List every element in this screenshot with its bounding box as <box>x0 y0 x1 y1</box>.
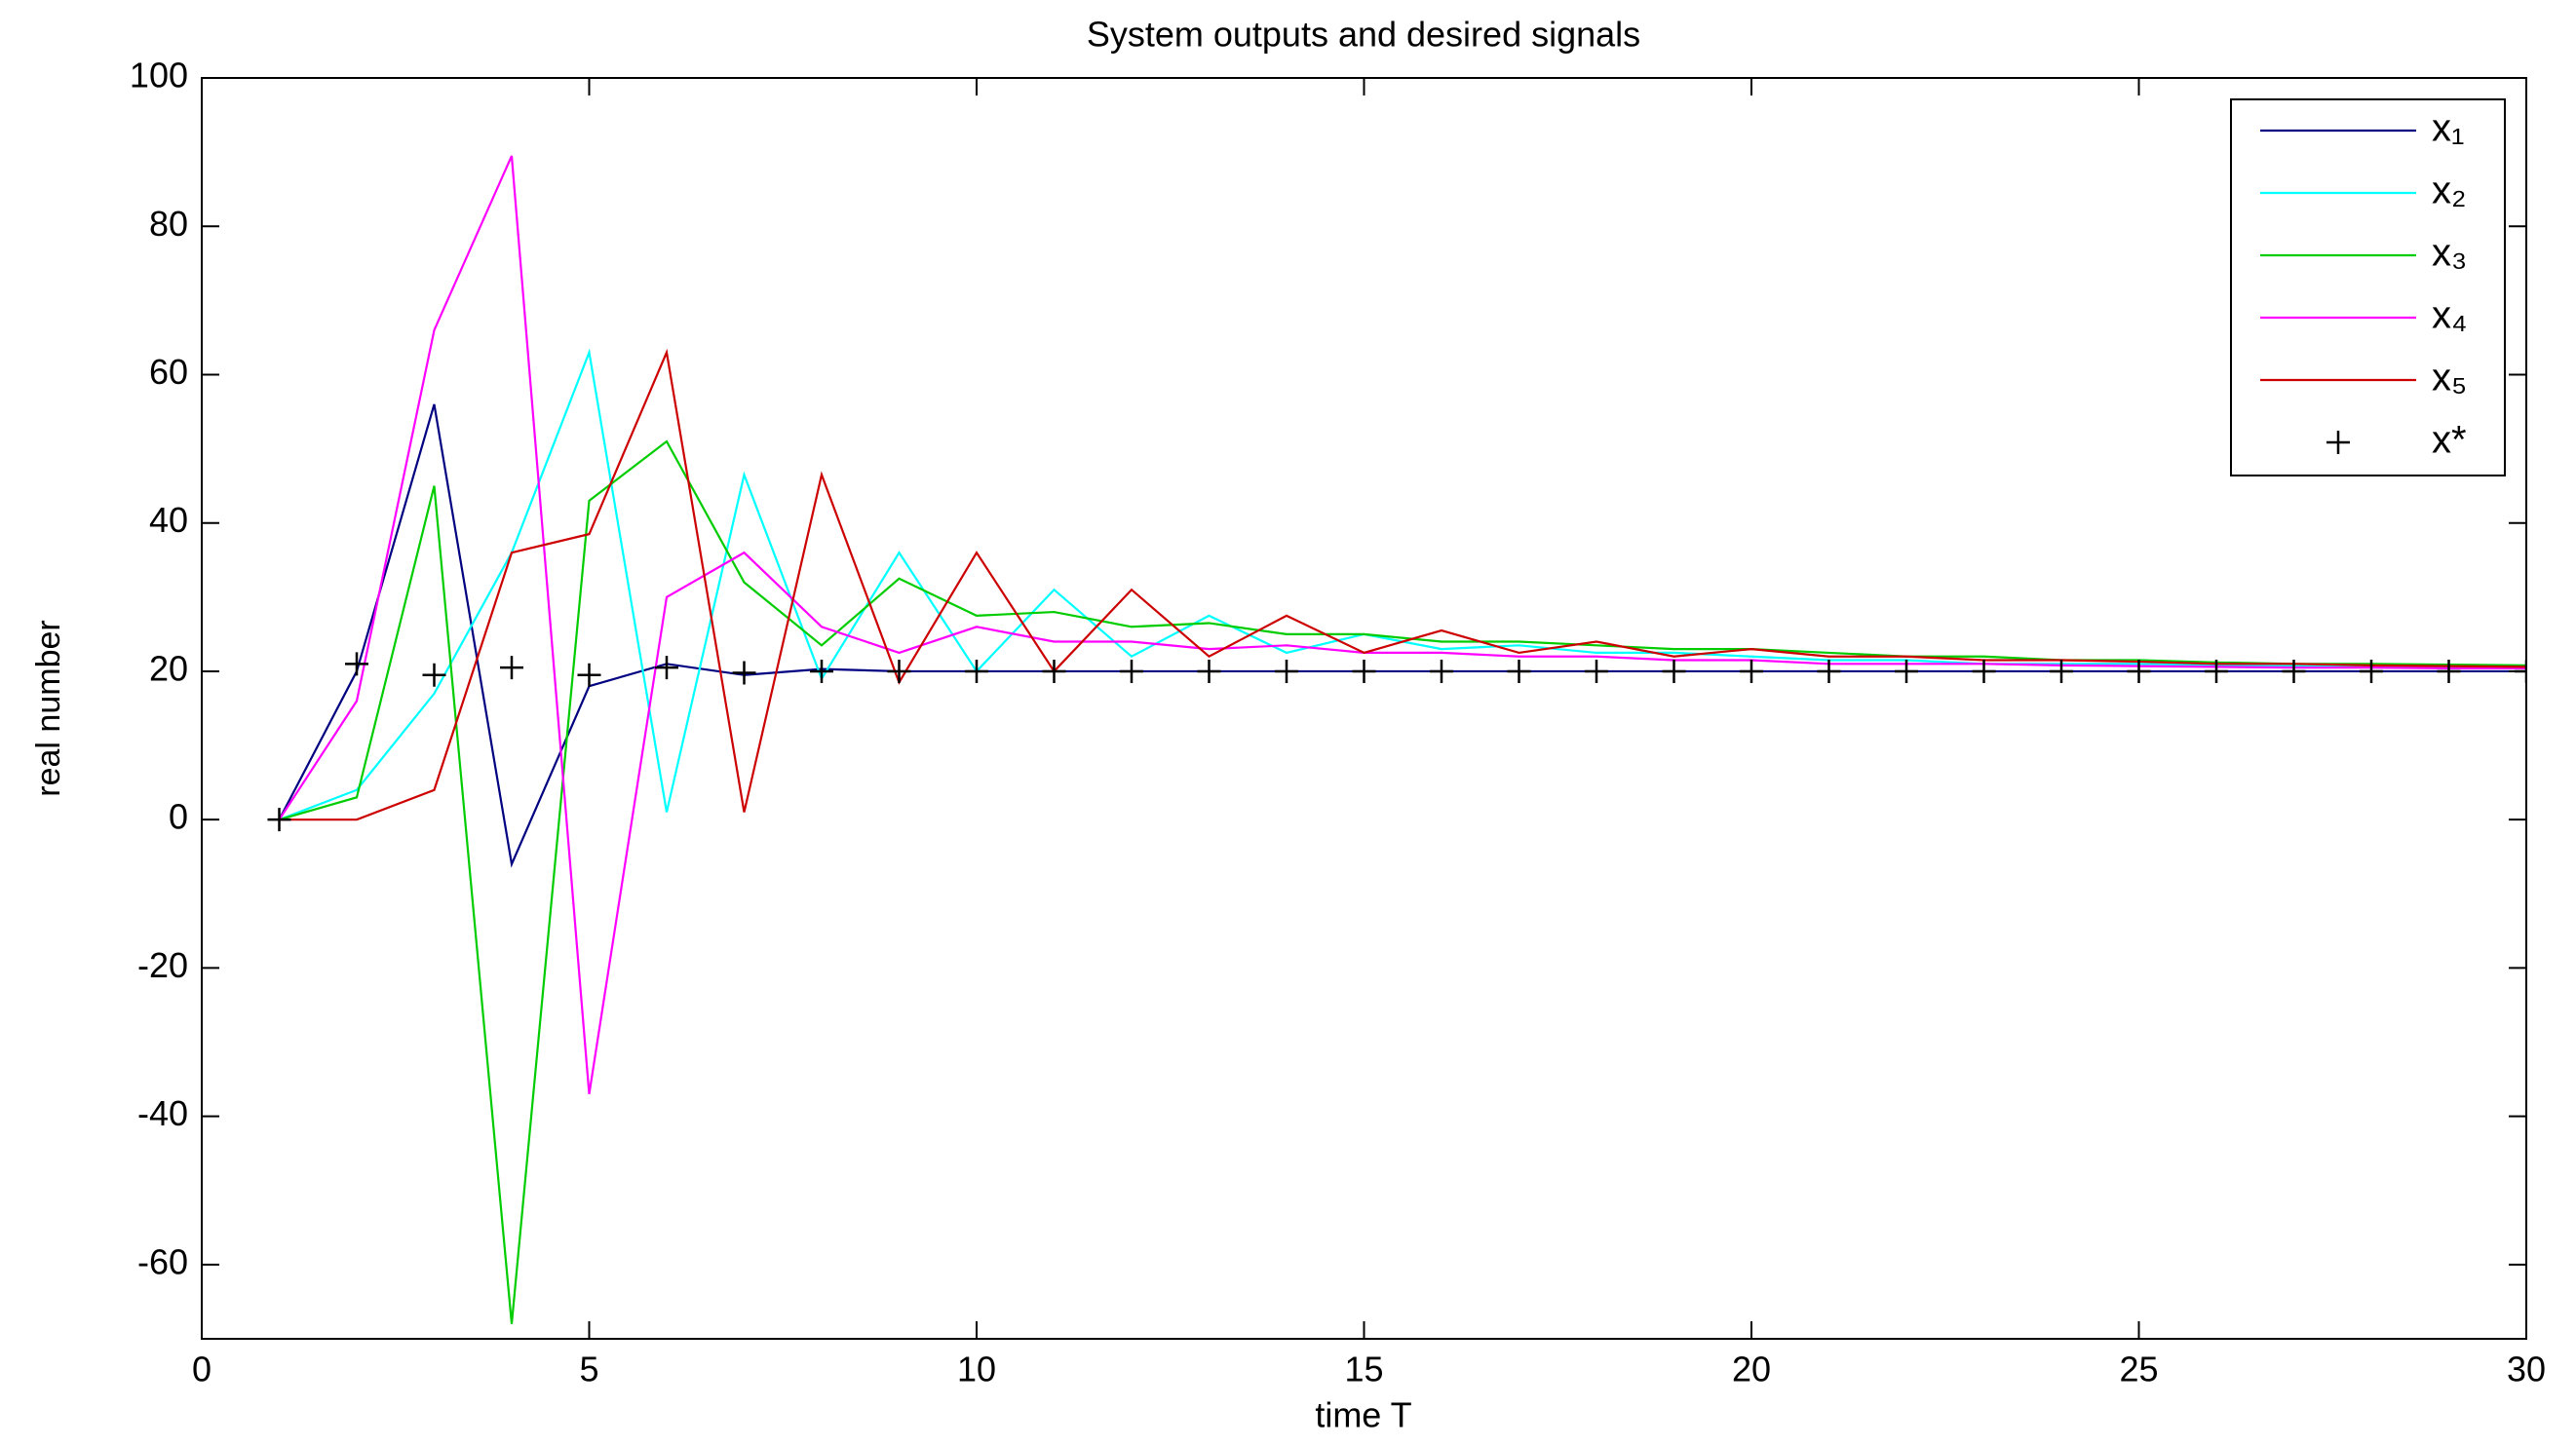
y-tick-label: 0 <box>169 797 188 837</box>
x-tick-label: 25 <box>2119 1350 2158 1389</box>
marker <box>1120 659 1143 683</box>
marker <box>887 659 911 683</box>
series-line <box>278 155 2526 1094</box>
marker <box>345 652 368 676</box>
x-tick-label: 0 <box>192 1350 211 1389</box>
marker <box>1972 659 1996 683</box>
marker <box>2360 659 2383 683</box>
marker <box>732 661 756 685</box>
marker <box>1197 659 1221 683</box>
x-tick-label: 5 <box>579 1350 598 1389</box>
marker <box>1352 659 1376 683</box>
legend-label: x* <box>2432 419 2467 462</box>
legend-label: x₄ <box>2432 294 2467 337</box>
marker <box>267 808 291 832</box>
marker <box>422 663 446 687</box>
marker <box>2127 659 2151 683</box>
y-tick-label: -20 <box>137 945 188 985</box>
y-tick-label: -40 <box>137 1093 188 1133</box>
x-tick-label: 20 <box>1732 1350 1771 1389</box>
marker <box>2050 659 2073 683</box>
legend-label: x₂ <box>2432 170 2467 212</box>
marker <box>655 656 678 680</box>
marker <box>2437 659 2461 683</box>
marker <box>965 659 988 683</box>
y-tick-label: 20 <box>149 648 188 688</box>
y-tick-label: 60 <box>149 352 188 392</box>
y-axis-label: real number <box>30 620 67 796</box>
chart-title: System outputs and desired signals <box>1087 15 1640 55</box>
legend-label: x₃ <box>2432 232 2467 275</box>
legend-label: x₅ <box>2432 357 2467 400</box>
x-tick-label: 30 <box>2507 1350 2546 1389</box>
y-tick-label: 80 <box>149 204 188 244</box>
marker <box>1275 659 1298 683</box>
x-tick-label: 10 <box>957 1350 996 1389</box>
marker <box>1042 659 1066 683</box>
marker <box>577 663 601 687</box>
series-line <box>278 403 2526 868</box>
marker <box>1662 659 1686 683</box>
marker <box>1895 659 1918 683</box>
legend-marker <box>2326 431 2350 454</box>
series-line <box>279 348 2526 821</box>
marker <box>1817 659 1841 683</box>
y-tick-label: 100 <box>130 56 188 95</box>
y-tick-label: 40 <box>149 500 188 540</box>
marker <box>810 659 833 683</box>
y-tick-label: -60 <box>137 1241 188 1281</box>
x-tick-label: 15 <box>1344 1350 1383 1389</box>
marker <box>500 656 523 680</box>
marker <box>1430 659 1453 683</box>
plot-area <box>267 155 2526 1324</box>
marker <box>2205 659 2228 683</box>
legend-box <box>2230 98 2506 476</box>
marker <box>1507 659 1531 683</box>
marker <box>1585 659 1608 683</box>
marker <box>2282 659 2306 683</box>
legend-label: x₁ <box>2432 107 2465 150</box>
series-line <box>279 439 2526 1324</box>
marker <box>1740 659 1763 683</box>
x-axis-label: time T <box>1315 1395 1411 1435</box>
